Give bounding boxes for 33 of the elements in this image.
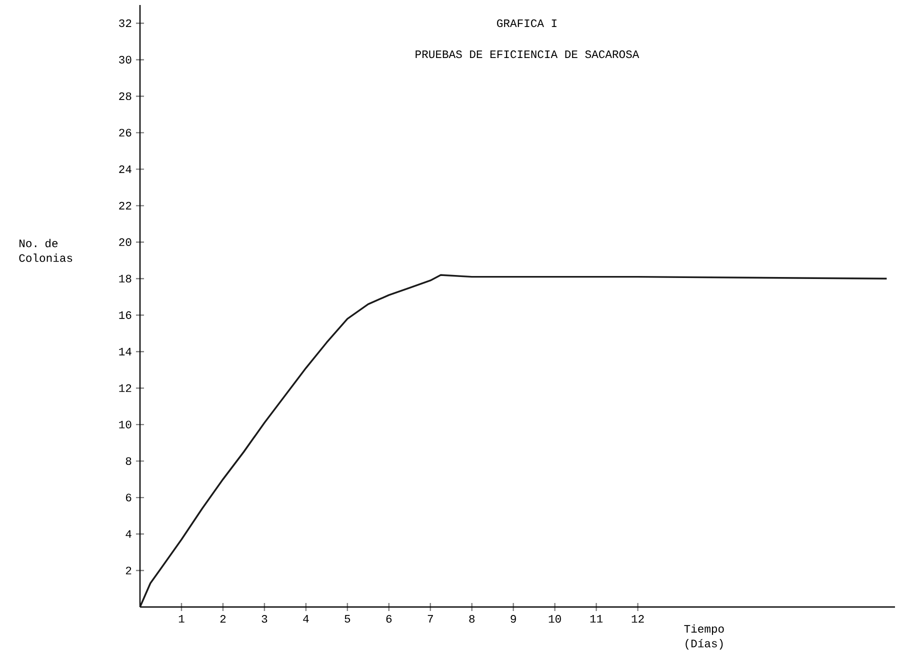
text: GRAFICA I [497, 19, 556, 28]
x-tick-label: 6 [386, 615, 392, 623]
y-tick-label: 6 [126, 494, 132, 502]
text: PRUEBAS DE EFICIENCIA DE SACAROSA [416, 50, 640, 58]
y-tick-label: 32 [119, 19, 132, 28]
y-tick-label: 26 [119, 128, 132, 137]
y-tick-label: 24 [119, 165, 132, 173]
y-tick-label: 20 [119, 238, 132, 246]
y-tick-label: 2 [126, 566, 132, 574]
y-tick-label: 16 [119, 311, 132, 319]
x-tick-label: 4 [303, 615, 309, 623]
y-tick-label: 22 [119, 202, 132, 210]
y-axis-title: No. de Colonias [19, 238, 72, 262]
y-tick-label: 14 [119, 348, 132, 356]
x-tick-label: 3 [262, 615, 268, 623]
x-tick-label: 5 [344, 615, 350, 623]
y-tick-label: 28 [119, 92, 132, 100]
line-series [139, 274, 888, 608]
y-tick-label: 8 [126, 457, 132, 465]
y-tick-label: 18 [119, 274, 132, 282]
y-tick-label: 12 [119, 384, 132, 392]
x-tick-label: 7 [428, 615, 433, 623]
y-tick-label: 4 [126, 530, 132, 538]
y-tick-label: 10 [119, 420, 132, 428]
x-tick-label: 12 [632, 615, 644, 623]
x-tick-label: 11 [590, 615, 603, 623]
y-tick-label: 30 [119, 56, 132, 64]
x-tick-label: 1 [178, 615, 184, 623]
x-tick-label: 2 [220, 615, 226, 623]
x-tick-label: 9 [510, 615, 516, 623]
x-tick-label: 10 [548, 615, 561, 623]
x-axis-title: Tiempo (Días) [684, 624, 724, 650]
x-tick-label: 8 [469, 615, 475, 623]
